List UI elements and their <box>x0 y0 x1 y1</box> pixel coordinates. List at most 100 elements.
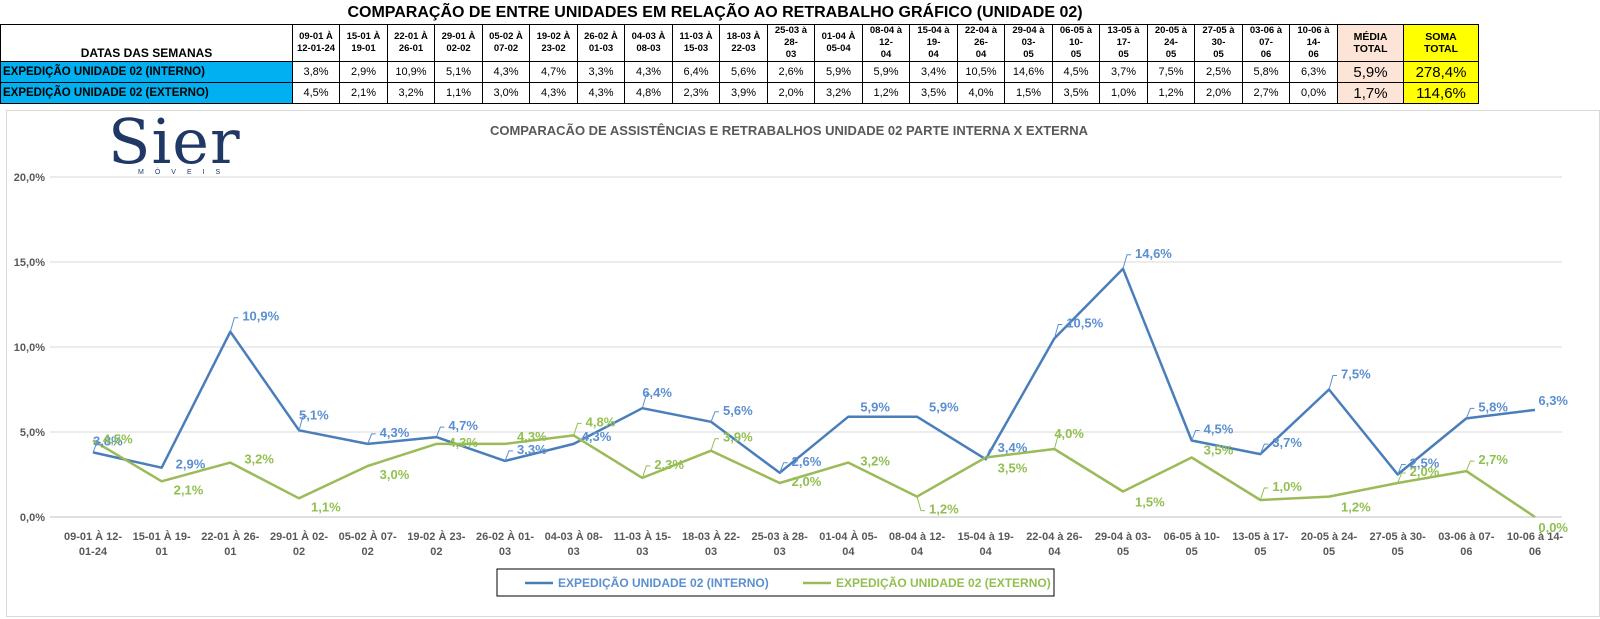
value-cell: 3,9% <box>719 82 768 104</box>
x-tick-label: 08-04 à 12-04 <box>889 531 946 558</box>
value-cell: 2,7% <box>1242 82 1290 104</box>
data-label-leader <box>985 448 994 460</box>
value-cell: 2,5% <box>1194 61 1243 83</box>
value-cell: 3,5% <box>1052 82 1100 104</box>
data-label-leader <box>710 411 719 422</box>
value-cell: 4,7% <box>529 61 578 83</box>
data-label: 5,1% <box>299 407 329 422</box>
value-cell: 1,2% <box>1147 82 1195 104</box>
value-cell: 3,7% <box>1099 61 1148 83</box>
week-header: 11-03 À 15-03 <box>672 24 720 62</box>
data-label-leader <box>1465 460 1475 472</box>
x-tick-label: 10-06 à 14-06 <box>1507 531 1564 558</box>
data-label: 3,7% <box>1272 435 1302 450</box>
data-label: 4,3% <box>448 435 478 450</box>
data-label: 10,5% <box>1066 316 1103 331</box>
value-cell: 3,0% <box>482 82 530 104</box>
series-line-externo <box>92 434 1536 519</box>
value-cell: 1,2% <box>862 82 910 104</box>
value-cell: 4,0% <box>957 82 1005 104</box>
x-tick-label: 06-05 à 10-05 <box>1164 531 1221 558</box>
value-cell: 3,2% <box>814 82 863 104</box>
value-cell: 6,3% <box>1289 61 1338 83</box>
data-label: 2,7% <box>1478 452 1508 467</box>
value-cell: 1,0% <box>1099 82 1148 104</box>
data-label: 4,5% <box>103 432 133 447</box>
data-label: 6,4% <box>642 385 672 400</box>
table-row: EXPEDIÇÃO UNIDADE 02 (EXTERNO) 4,5% 2,1% 3,… <box>0 82 1479 104</box>
week-header: 22-04 à 26- 04 <box>957 24 1005 62</box>
data-label-leader <box>1053 324 1063 339</box>
data-label-leader <box>1259 443 1269 455</box>
week-header: 10-06 à 14- 06 <box>1289 24 1338 62</box>
logo-subtext: MÓVEIS <box>138 169 232 176</box>
data-label: 3,4% <box>998 440 1028 455</box>
x-tick-label: 22-01 À 26-01 <box>201 530 259 558</box>
x-tick-label: 05-02 À 07-02 <box>339 530 397 558</box>
x-tick-label: 19-02 À 23-02 <box>407 530 465 558</box>
data-label-leader <box>435 426 445 438</box>
week-header: 06-05 à 10- 05 <box>1052 24 1100 62</box>
value-cell: 4,5% <box>292 82 340 104</box>
value-cell: 2,6% <box>767 61 815 83</box>
x-tick-label: 18-03 À 22-03 <box>682 530 740 558</box>
value-cell: 7,5% <box>1147 61 1195 83</box>
sum-cell: 278,4% <box>1403 61 1479 83</box>
data-label-leader <box>229 317 239 332</box>
value-cell: 2,1% <box>339 82 388 104</box>
data-label: 4,3% <box>517 429 547 444</box>
data-label-leader <box>1465 407 1475 419</box>
week-header: 29-04 à 03- 05 <box>1004 24 1053 62</box>
value-cell: 4,3% <box>624 61 673 83</box>
data-label: 5,9% <box>860 400 890 415</box>
value-cell: 2,0% <box>1194 82 1243 104</box>
y-tick-label: 0,0% <box>20 512 45 524</box>
data-label-leader <box>1122 254 1131 269</box>
data-label-leader <box>779 462 788 473</box>
value-cell: 3,2% <box>387 82 435 104</box>
legend-label: EXPEDIÇÃO UNIDADE 02 (INTERNO) <box>558 575 769 590</box>
value-cell: 2,0% <box>767 82 815 104</box>
value-cell: 1,5% <box>1004 82 1053 104</box>
sheet-title: COMPARAÇÃO DE ENTRE UNIDADES EM RELAÇÃO … <box>347 4 1083 21</box>
data-label: 2,0% <box>1410 464 1440 479</box>
data-label: 0,0% <box>1538 520 1568 535</box>
week-header: 08-04 à 12- 04 <box>862 24 910 62</box>
data-label-leader <box>1259 487 1269 501</box>
chart-title: COMPARACÃO DE ASSISTÊNCIAS E RETRABALHOS… <box>490 123 1089 138</box>
x-tick-label: 29-04 à 03-05 <box>1095 531 1152 558</box>
week-header: 05-02 À 07-02 <box>482 24 530 62</box>
y-tick-label: 20,0% <box>14 172 45 184</box>
week-header: 20-05 à 24- 05 <box>1147 24 1195 62</box>
y-tick-label: 10,0% <box>14 342 45 354</box>
data-label: 1,0% <box>1272 479 1302 494</box>
data-label: 14,6% <box>1135 246 1172 261</box>
row-label: EXPEDIÇÃO UNIDADE 02 (EXTERNO) <box>0 82 293 104</box>
data-label: 4,3% <box>582 429 612 444</box>
x-tick-label: 04-03 À 08-03 <box>545 530 603 558</box>
legend-box <box>496 568 1055 597</box>
data-label: 3,3% <box>517 442 547 457</box>
week-header: 25-03 à 28- 03 <box>767 24 815 62</box>
data-label: 3,2% <box>244 452 274 467</box>
data-label: 4,3% <box>380 425 410 440</box>
data-label: 3,5% <box>1204 443 1234 458</box>
data-label: 4,0% <box>1054 426 1084 441</box>
data-label: 6,3% <box>1538 393 1568 408</box>
value-cell: 14,6% <box>1004 61 1053 83</box>
value-cell: 10,5% <box>957 61 1005 83</box>
data-label: 3,5% <box>998 461 1028 476</box>
x-tick-label: 26-02 À 01-03 <box>476 530 534 558</box>
data-label: 3,0% <box>380 467 410 482</box>
week-header: 26-02 À 01-03 <box>577 24 625 62</box>
x-tick-label: 03-06 à 07-06 <box>1438 531 1495 558</box>
x-tick-label: 20-05 à 24-05 <box>1301 531 1358 558</box>
value-cell: 4,8% <box>624 82 673 104</box>
data-label: 4,5% <box>1204 422 1234 437</box>
data-label: 3,9% <box>723 430 753 445</box>
value-cell: 0,0% <box>1289 82 1338 104</box>
week-header: 18-03 À 22-03 <box>719 24 768 62</box>
legend-label: EXPEDIÇÃO UNIDADE 02 (EXTERNO) <box>836 575 1051 590</box>
y-tick-label: 15,0% <box>14 257 45 269</box>
